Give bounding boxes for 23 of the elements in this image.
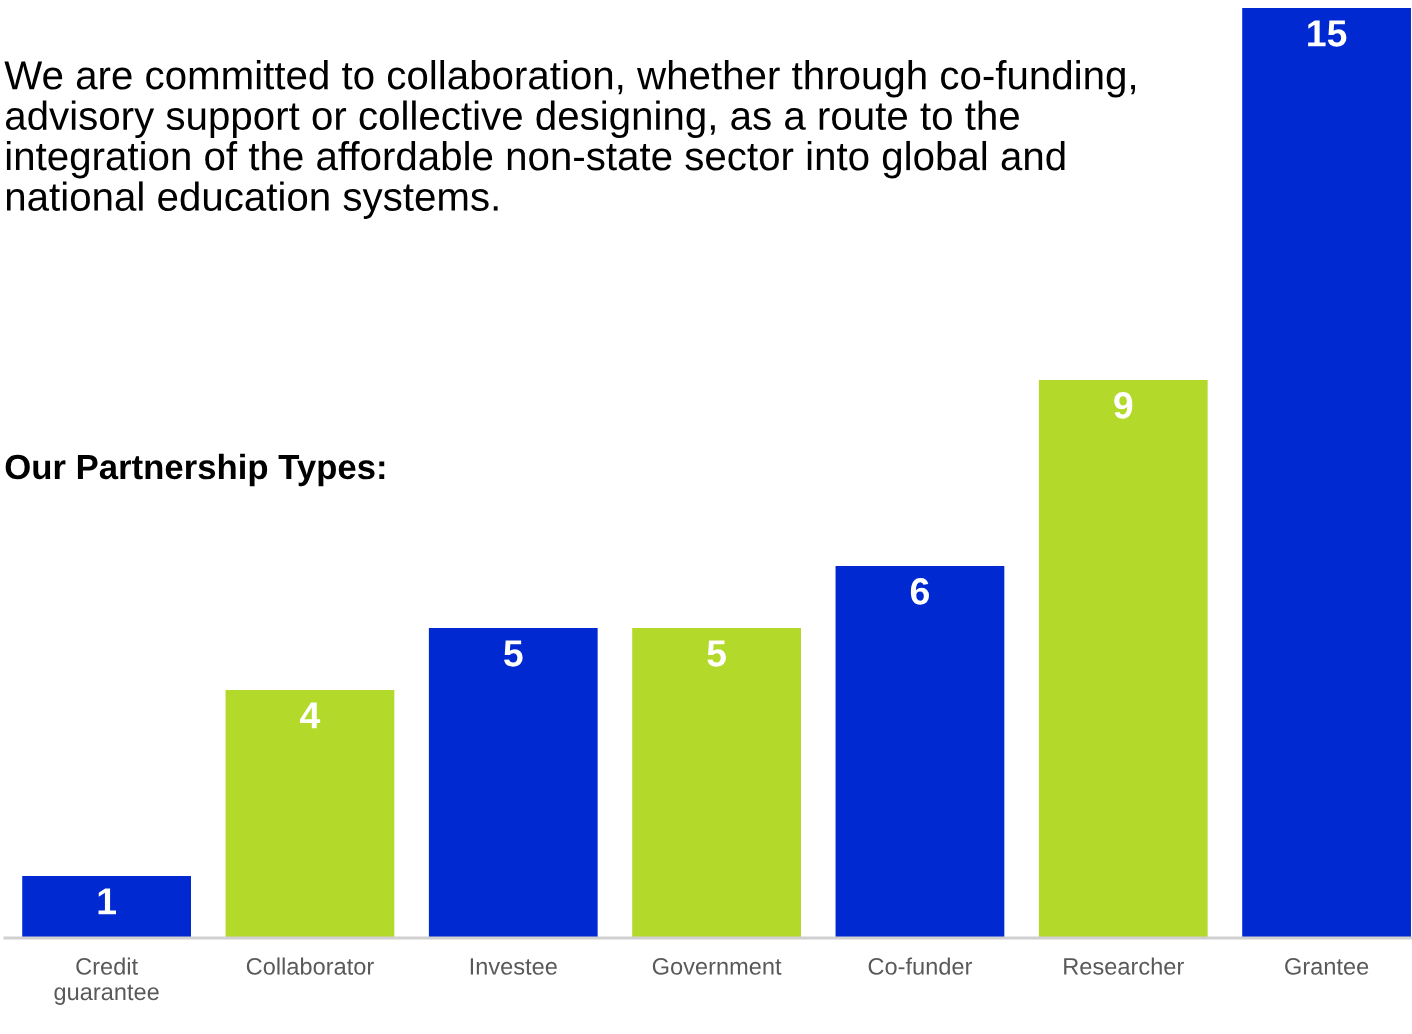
bar — [22, 876, 191, 938]
data-label: 6 — [910, 578, 930, 605]
bar — [632, 628, 801, 938]
x-tick-label: Investee — [470, 958, 557, 975]
bar — [835, 566, 1005, 938]
data-label: 15 — [1308, 20, 1347, 47]
data-label: 5 — [504, 640, 523, 667]
bar — [225, 690, 395, 938]
data-label: 5 — [707, 640, 726, 667]
data-label: 1 — [98, 888, 116, 915]
x-tick-label: Government — [652, 958, 782, 975]
text: Our Partnership Types: — [5, 453, 385, 487]
x-tick-label: Credit guarantee — [54, 957, 159, 1005]
bar — [428, 628, 598, 938]
x-tick-label: Grantee — [1285, 958, 1369, 975]
data-label: 4 — [300, 702, 321, 729]
x-tick-label: Co-funder — [868, 957, 973, 975]
x-tick-label: Collaborator — [246, 957, 374, 975]
bar — [1038, 380, 1208, 938]
x-tick-label: Researcher — [1064, 957, 1184, 975]
annotation: We are committed to collaboration, whether through co-funding, advisory support or collective designing, as a route to the integration of the affordable non-state sector into global and national education systems. — [4, 60, 1136, 219]
data-label: 9 — [1114, 392, 1133, 419]
bar — [1242, 8, 1411, 938]
